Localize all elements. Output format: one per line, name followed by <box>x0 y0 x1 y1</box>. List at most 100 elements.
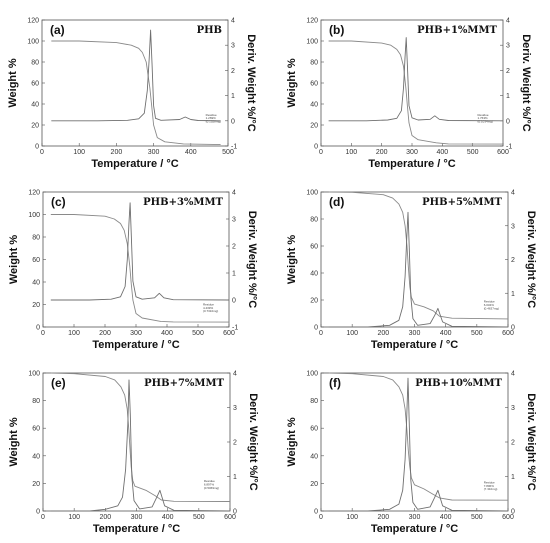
x-tick-label: 100 <box>68 330 80 337</box>
y2-tick-label: 2 <box>511 257 515 264</box>
x-tick-label: 300 <box>409 514 421 521</box>
x-tick-label: 300 <box>406 149 418 156</box>
sample-label: PHB <box>197 25 222 36</box>
residue-note: (0.5069mg) <box>204 486 219 490</box>
plot-frame <box>41 19 229 147</box>
y2-tick-label: 0 <box>232 298 236 305</box>
weight-curve <box>50 214 230 323</box>
y2-tick-label: 1 <box>511 291 515 298</box>
residue-note: 1.763% <box>478 116 489 120</box>
y-tick-label: 0 <box>35 144 39 151</box>
weight-curve <box>328 191 509 320</box>
x-tick-label: 500 <box>193 514 205 521</box>
x-tick-label: 500 <box>471 330 483 337</box>
x-tick-label: 0 <box>41 514 45 521</box>
y-tick-label: 100 <box>28 371 40 378</box>
plot-frame <box>320 372 509 512</box>
y-tick-label: 60 <box>310 426 318 433</box>
x-tick-label: 0 <box>41 330 45 337</box>
y2-tick-label: 3 <box>232 217 236 224</box>
y2-tick-label: 3 <box>511 223 515 230</box>
x-tick-label: 600 <box>502 514 514 521</box>
y-tick-label: 60 <box>32 257 40 264</box>
y2-tick-label: 4 <box>506 18 510 25</box>
y2-tick-label: 0 <box>506 118 510 125</box>
y-tick-label: 40 <box>31 102 39 109</box>
sample-label: PHB+5%MMT <box>422 197 502 208</box>
x-tick-label: 100 <box>346 330 358 337</box>
y-tick-label: 0 <box>36 509 40 516</box>
sample-label: PHB+3%MMT <box>143 197 223 208</box>
x-tick-label: 0 <box>40 149 44 156</box>
sample-label: PHB+10%MMT <box>415 378 502 389</box>
y2-tick-label: -1 <box>506 144 512 151</box>
y2-tick-label: 3 <box>231 43 235 50</box>
y-tick-label: 0 <box>314 509 318 516</box>
residue-note: 6.897% <box>204 482 215 486</box>
residue-note: Residue <box>484 300 495 304</box>
y-tick-label: 20 <box>310 481 318 488</box>
y2-tick-label: 4 <box>233 371 237 378</box>
x-tick-label: 200 <box>99 514 111 521</box>
y2-tick-label: 4 <box>232 190 236 197</box>
y2-tick-label: 4 <box>231 18 235 25</box>
x-tick-label: 500 <box>471 514 483 521</box>
residue-note: Residue <box>484 480 495 484</box>
y2-tick-label: -1 <box>232 325 238 332</box>
y2-tick-label: 2 <box>231 68 235 75</box>
derivative-curve <box>328 37 504 122</box>
residue-note: 4.439% <box>203 306 214 310</box>
x-tick-label: 600 <box>223 330 235 337</box>
y2-tick-label: 1 <box>511 474 515 481</box>
y2-axis-label: Deriv. Weight %/°C <box>520 34 532 132</box>
x-tick-label: 400 <box>436 149 448 156</box>
y-tick-label: 60 <box>310 81 318 88</box>
panel-label: (e) <box>51 376 66 390</box>
y2-tick-label: 0 <box>233 509 237 516</box>
x-tick-label: 300 <box>131 514 143 521</box>
y2-tick-label: -1 <box>231 144 237 151</box>
y-axis-label: Weight % <box>286 417 298 467</box>
x-axis-label: Temperature / °C <box>371 339 458 351</box>
panel-label: (f) <box>329 376 341 390</box>
x-tick-label: 500 <box>192 330 204 337</box>
y2-tick-label: 1 <box>506 93 510 100</box>
tga-panel-2: 0 100 200 300 400 500 600 0 20 40 60 80 100 120 -1 0 1 2 3… <box>8 190 258 352</box>
y-tick-label: 80 <box>31 60 39 67</box>
y-tick-label: 80 <box>310 60 318 67</box>
y2-axis-label: Deriv. Weight %/°C <box>246 211 258 309</box>
y-tick-label: 100 <box>27 39 39 46</box>
x-tick-label: 100 <box>73 149 85 156</box>
x-tick-label: 200 <box>377 514 389 521</box>
y-tick-label: 100 <box>306 190 318 197</box>
residue-note: (0.7310mg) <box>203 309 218 313</box>
panel-label: (a) <box>50 23 65 37</box>
tga-panel-4: 0 100 200 300 400 500 60002040608010001234Temp… <box>8 371 259 536</box>
y2-tick-label: 4 <box>511 190 515 197</box>
derivative-curve <box>50 202 230 301</box>
x-tick-label: 200 <box>99 330 111 337</box>
x-tick-label: 400 <box>440 330 452 337</box>
y-tick-label: 80 <box>32 398 40 405</box>
residue-note: Residue <box>478 113 489 117</box>
residue-note: (7.310mg) <box>484 487 498 491</box>
y-tick-label: 40 <box>32 453 40 460</box>
x-tick-label: 300 <box>409 330 421 337</box>
y-tick-label: 100 <box>306 371 318 378</box>
plot-frame <box>320 191 509 328</box>
y-tick-label: 100 <box>28 212 40 219</box>
x-tick-label: 100 <box>68 514 80 521</box>
x-tick-label: 100 <box>345 149 357 156</box>
y-tick-label: 0 <box>36 325 40 332</box>
y-axis-label: Weight % <box>286 235 298 285</box>
x-tick-label: 600 <box>497 149 509 156</box>
y-tick-label: 20 <box>310 123 318 130</box>
tga-panel-3: 0 100 200 300 400 500 60002040608010001234Temp… <box>286 190 537 352</box>
y2-tick-label: 0 <box>511 509 515 516</box>
y2-tick-label: 0 <box>231 118 235 125</box>
y-tick-label: 120 <box>27 18 39 25</box>
y-tick-label: 80 <box>32 235 40 242</box>
x-tick-label: 600 <box>502 330 514 337</box>
x-tick-label: 400 <box>440 514 452 521</box>
